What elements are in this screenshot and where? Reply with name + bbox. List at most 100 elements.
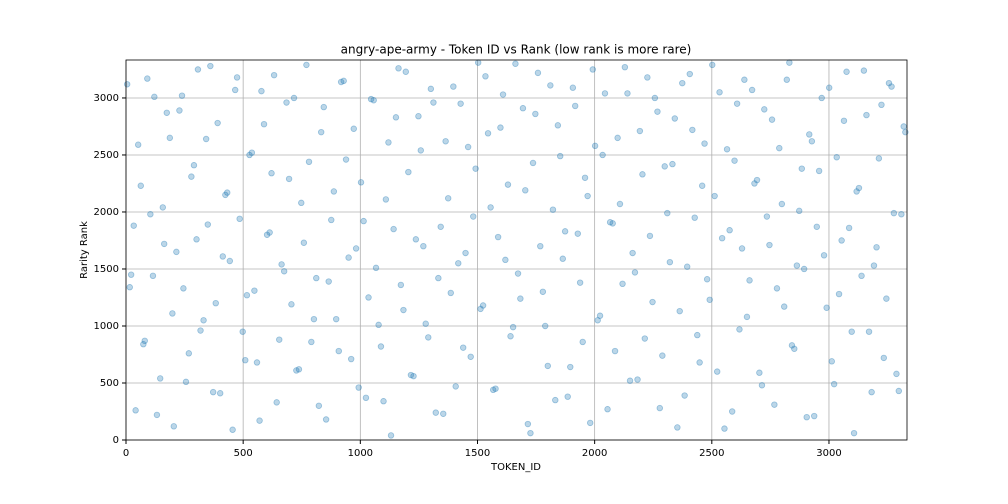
point bbox=[544, 362, 551, 370]
point bbox=[634, 376, 641, 383]
x-tick-label: 500 bbox=[234, 448, 253, 459]
point bbox=[173, 248, 180, 256]
point bbox=[160, 240, 168, 248]
point bbox=[176, 107, 183, 114]
point bbox=[567, 363, 574, 371]
point bbox=[773, 285, 781, 292]
point bbox=[736, 326, 743, 333]
point bbox=[539, 288, 547, 295]
point bbox=[868, 388, 875, 396]
point bbox=[718, 234, 726, 242]
point bbox=[147, 211, 154, 218]
point bbox=[420, 242, 427, 250]
x-tick-label: 1500 bbox=[465, 448, 490, 459]
point bbox=[178, 92, 186, 99]
chart-title: angry-ape-army - Token ID vs Rank (low r… bbox=[341, 43, 692, 57]
point bbox=[609, 220, 616, 227]
point bbox=[159, 204, 166, 211]
point bbox=[726, 227, 733, 234]
point bbox=[362, 394, 370, 402]
point bbox=[219, 253, 226, 260]
point bbox=[756, 369, 763, 376]
point bbox=[681, 392, 688, 399]
point bbox=[134, 141, 142, 148]
point bbox=[285, 175, 293, 183]
point bbox=[619, 280, 626, 288]
point bbox=[472, 165, 479, 172]
point bbox=[850, 429, 858, 437]
point bbox=[591, 142, 599, 150]
point bbox=[397, 281, 405, 289]
point bbox=[691, 214, 698, 221]
y-tick-label: 3000 bbox=[94, 93, 119, 104]
point bbox=[586, 419, 594, 427]
x-tick-label: 1000 bbox=[348, 448, 373, 459]
point bbox=[561, 228, 569, 235]
point bbox=[818, 94, 825, 102]
point bbox=[487, 204, 494, 211]
point bbox=[699, 182, 706, 189]
point bbox=[552, 396, 559, 404]
point bbox=[283, 99, 290, 106]
point bbox=[547, 82, 554, 89]
point bbox=[197, 327, 204, 334]
point bbox=[194, 66, 202, 73]
point bbox=[883, 295, 890, 302]
point bbox=[308, 338, 315, 346]
point bbox=[519, 105, 527, 112]
point bbox=[342, 156, 350, 163]
point bbox=[900, 123, 907, 130]
point bbox=[425, 334, 432, 341]
point bbox=[256, 417, 263, 424]
point bbox=[624, 90, 631, 97]
point bbox=[415, 113, 422, 120]
point bbox=[313, 274, 320, 282]
point bbox=[432, 409, 439, 416]
point bbox=[360, 217, 367, 225]
point bbox=[489, 386, 497, 394]
x-tick-label: 2500 bbox=[699, 448, 724, 459]
point bbox=[242, 356, 249, 364]
point bbox=[614, 134, 621, 142]
point bbox=[601, 90, 609, 97]
point bbox=[898, 211, 905, 218]
point bbox=[800, 265, 808, 273]
point bbox=[497, 124, 504, 131]
y-tick-label: 500 bbox=[100, 378, 119, 389]
point bbox=[392, 114, 400, 121]
point bbox=[741, 76, 748, 83]
x-tick-label: 2000 bbox=[582, 448, 607, 459]
point bbox=[743, 313, 751, 321]
point bbox=[442, 138, 449, 145]
point bbox=[322, 416, 330, 423]
y-tick-label: 2000 bbox=[94, 207, 119, 218]
point bbox=[253, 359, 261, 366]
point bbox=[190, 162, 198, 169]
point bbox=[574, 230, 581, 237]
point bbox=[270, 71, 278, 79]
point bbox=[895, 387, 902, 395]
point bbox=[300, 239, 308, 246]
point bbox=[766, 241, 773, 249]
point bbox=[185, 350, 192, 357]
point bbox=[200, 317, 207, 324]
point bbox=[731, 157, 738, 164]
point bbox=[761, 106, 768, 113]
point bbox=[571, 102, 579, 110]
point bbox=[791, 345, 798, 352]
point bbox=[347, 355, 355, 363]
point bbox=[753, 176, 761, 184]
point bbox=[826, 84, 833, 91]
point bbox=[713, 368, 721, 375]
point bbox=[193, 236, 200, 243]
point bbox=[748, 86, 756, 94]
point bbox=[855, 184, 863, 192]
point bbox=[405, 168, 412, 176]
point bbox=[709, 61, 716, 69]
point bbox=[385, 139, 392, 146]
point bbox=[517, 295, 524, 302]
point bbox=[295, 366, 303, 373]
point bbox=[557, 152, 564, 160]
point bbox=[723, 146, 731, 153]
point bbox=[611, 347, 619, 355]
